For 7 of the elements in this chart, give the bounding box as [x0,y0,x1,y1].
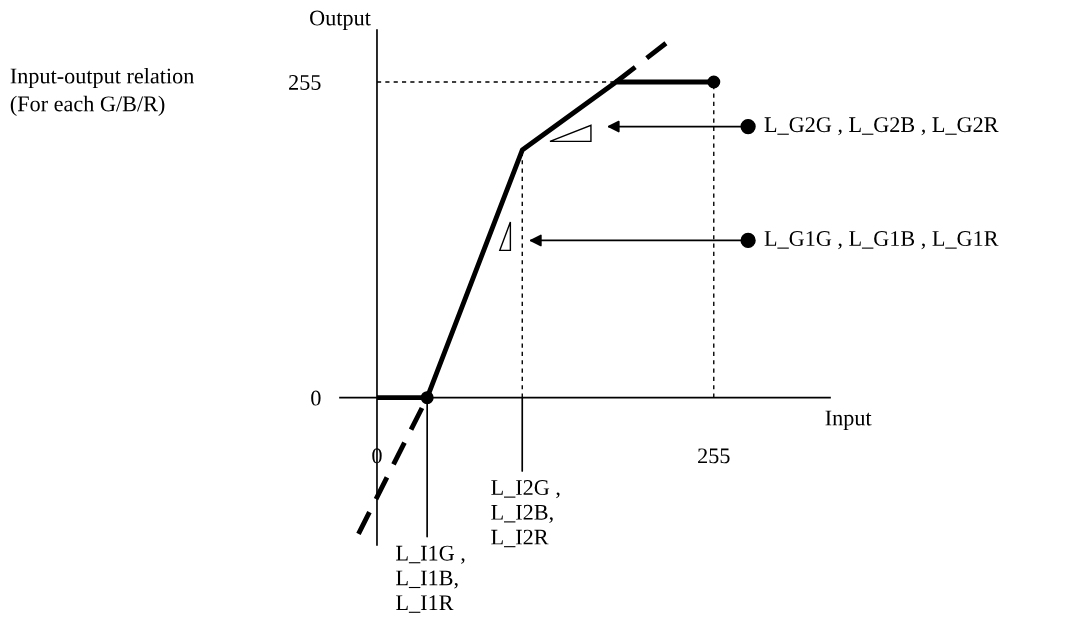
annotation: L_G2G , L_G2B , L_G2R [764,117,999,136]
y-axis-title: Output [310,10,371,30]
annotation: L_G1G , L_G1B , L_G1R [764,231,999,250]
annotation: L_I2G , L_I2B, L_I2R [491,480,560,548]
annotation: L_I1G , L_I1B, L_I1R [396,545,465,613]
x-axis-title: Input [825,410,872,431]
text: Input-output relation (For each G/B/R) [10,67,194,116]
